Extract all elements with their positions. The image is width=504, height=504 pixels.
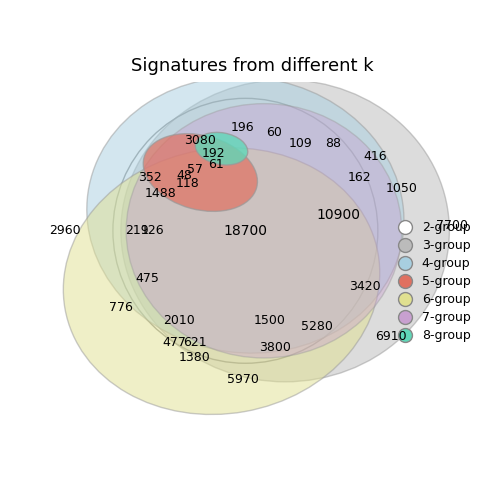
Text: 776: 776 bbox=[109, 301, 133, 314]
Text: 219: 219 bbox=[125, 224, 149, 237]
Ellipse shape bbox=[126, 104, 402, 358]
Text: 57: 57 bbox=[187, 163, 203, 176]
Text: 196: 196 bbox=[231, 121, 255, 134]
Text: 352: 352 bbox=[138, 171, 162, 184]
Text: 475: 475 bbox=[136, 272, 159, 285]
Text: 1500: 1500 bbox=[254, 314, 285, 328]
Text: 126: 126 bbox=[141, 224, 164, 237]
Text: 3800: 3800 bbox=[259, 341, 290, 354]
Ellipse shape bbox=[121, 80, 450, 382]
Text: 88: 88 bbox=[325, 137, 341, 150]
Text: 5280: 5280 bbox=[301, 320, 333, 333]
Ellipse shape bbox=[87, 77, 404, 353]
Text: 477: 477 bbox=[162, 336, 186, 349]
Text: 1050: 1050 bbox=[386, 182, 418, 195]
Text: 3080: 3080 bbox=[184, 134, 216, 147]
Ellipse shape bbox=[64, 148, 380, 414]
Text: 162: 162 bbox=[347, 171, 371, 184]
Title: Signatures from different k: Signatures from different k bbox=[131, 57, 373, 75]
Text: 60: 60 bbox=[267, 127, 282, 139]
Text: 621: 621 bbox=[183, 336, 207, 349]
Text: 48: 48 bbox=[176, 169, 193, 181]
Text: 5970: 5970 bbox=[227, 372, 259, 386]
Text: 192: 192 bbox=[202, 148, 225, 160]
Legend: 2-group, 3-group, 4-group, 5-group, 6-group, 7-group, 8-group: 2-group, 3-group, 4-group, 5-group, 6-gr… bbox=[396, 218, 474, 346]
Ellipse shape bbox=[143, 134, 258, 211]
Text: 3420: 3420 bbox=[349, 280, 381, 293]
Text: 1488: 1488 bbox=[145, 187, 176, 200]
Text: 61: 61 bbox=[208, 158, 224, 171]
Text: 109: 109 bbox=[289, 137, 313, 150]
Text: 7700: 7700 bbox=[436, 219, 468, 232]
Text: 416: 416 bbox=[363, 150, 387, 163]
Text: 118: 118 bbox=[175, 176, 199, 190]
Text: 10900: 10900 bbox=[316, 208, 360, 222]
Text: 18700: 18700 bbox=[223, 224, 268, 238]
Ellipse shape bbox=[195, 133, 248, 165]
Text: 2960: 2960 bbox=[49, 224, 81, 237]
Text: 6910: 6910 bbox=[375, 330, 407, 343]
Text: 2010: 2010 bbox=[163, 314, 195, 328]
Text: 1380: 1380 bbox=[179, 351, 211, 364]
